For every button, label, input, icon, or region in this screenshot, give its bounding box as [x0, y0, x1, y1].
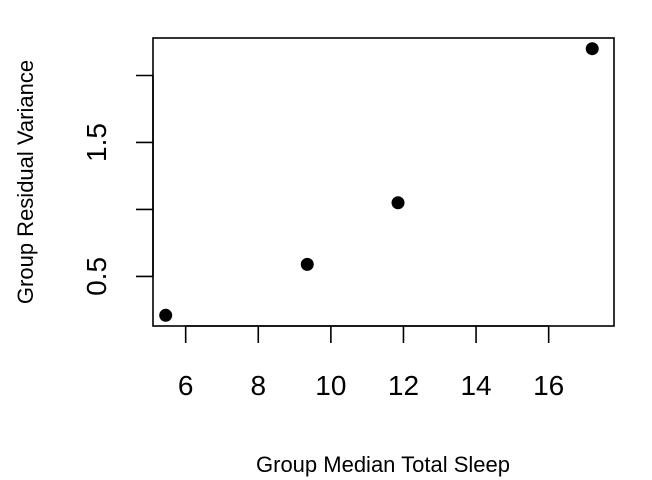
x-tick-label: 12 — [388, 370, 419, 401]
data-points — [159, 42, 599, 322]
x-axis: 6 8 10 12 14 16 — [178, 325, 564, 401]
x-tick-label: 6 — [178, 370, 194, 401]
y-tick-label: 1.5 — [81, 123, 112, 162]
y-tick-label: 0.5 — [81, 257, 112, 296]
x-tick-label: 16 — [533, 370, 564, 401]
x-tick-label: 14 — [460, 370, 491, 401]
x-tick-label: 8 — [250, 370, 266, 401]
data-point — [159, 308, 173, 322]
plot-frame — [152, 37, 615, 327]
data-point — [300, 257, 314, 271]
data-point — [585, 42, 599, 56]
x-tick-label: 10 — [315, 370, 346, 401]
y-axis-label: Group Residual Variance — [13, 60, 38, 304]
data-point — [391, 196, 405, 210]
y-axis: 0.5 1.5 — [81, 74, 154, 296]
x-axis-label: Group Median Total Sleep — [256, 452, 510, 477]
